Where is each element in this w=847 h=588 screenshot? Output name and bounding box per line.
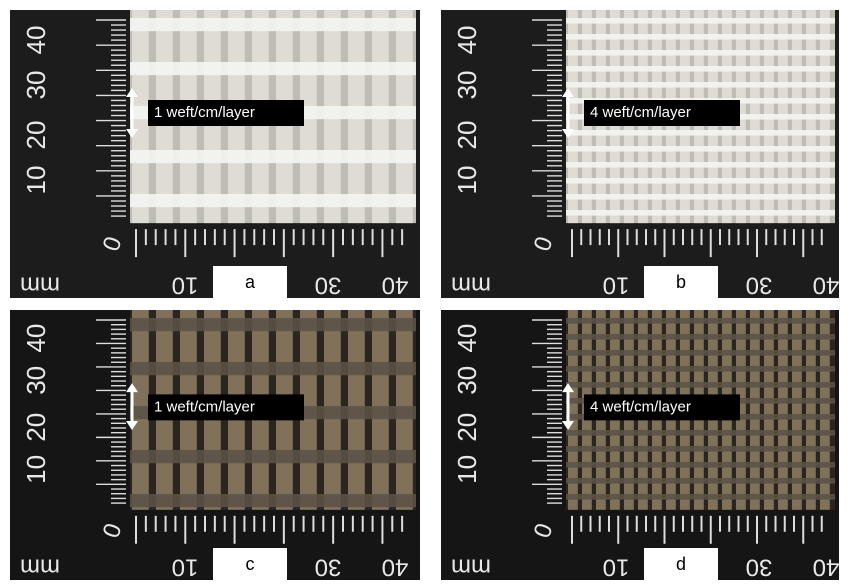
scale-label: 30 — [21, 71, 51, 100]
scale-label: 40 — [813, 272, 840, 299]
scale-label: 40 — [21, 26, 51, 55]
weft-strand — [130, 494, 416, 507]
scale-label: 10 — [603, 554, 630, 581]
weft-strand — [566, 18, 835, 24]
scale-label: mm — [451, 272, 491, 299]
scale-label: 10 — [172, 272, 199, 299]
scale-label: mm — [20, 272, 60, 299]
scale-label: 10 — [452, 455, 482, 484]
weft-strand — [130, 62, 416, 75]
weft-strand — [130, 318, 416, 331]
weft-strand — [130, 194, 416, 207]
scale-label: 20 — [21, 121, 51, 150]
weft-strand — [566, 210, 835, 216]
scale-label: 30 — [315, 554, 342, 581]
annotation: 4 weft/cm/layer — [590, 104, 691, 121]
weft-strand — [566, 82, 835, 88]
scale-label: 30 — [21, 366, 51, 395]
panel-letter: d — [676, 554, 686, 574]
weft-strand — [566, 318, 835, 324]
annotation: 1 weft/cm/layer — [154, 104, 255, 121]
weft-strand — [566, 366, 835, 372]
scale-label: 30 — [452, 71, 482, 100]
weft-strand — [566, 146, 835, 152]
scale-label: 30 — [746, 554, 773, 581]
weft-strand — [566, 430, 835, 436]
scale-label: 30 — [452, 366, 482, 395]
weft-strand — [130, 18, 416, 31]
weft-strand — [566, 162, 835, 168]
panel-letter: a — [245, 272, 256, 292]
weft-strand — [566, 494, 835, 500]
annotation: 1 weft/cm/layer — [154, 398, 255, 415]
weft-strand — [566, 446, 835, 452]
scale-label: 40 — [382, 272, 409, 299]
weft-strand — [566, 130, 835, 136]
weft-strand — [566, 334, 835, 340]
panel-letter: b — [676, 272, 686, 292]
weft-strand — [130, 362, 416, 375]
scale-label: 20 — [452, 413, 482, 442]
scale-label: 10 — [172, 554, 199, 581]
annotation: 4 weft/cm/layer — [590, 398, 691, 415]
scale-label: 30 — [315, 272, 342, 299]
scale-label: mm — [451, 554, 491, 581]
weft-strand — [566, 178, 835, 184]
weft-strand — [566, 66, 835, 72]
weft-strand — [566, 478, 835, 484]
scale-label: 40 — [21, 324, 51, 353]
weft-strand — [130, 150, 416, 163]
weft-strand — [566, 350, 835, 356]
scale-label: 10 — [21, 166, 51, 195]
weft-strand — [566, 34, 835, 40]
weft-strand — [566, 462, 835, 468]
panel-letter: c — [246, 554, 255, 574]
scale-label: 10 — [452, 166, 482, 195]
scale-label: 20 — [21, 413, 51, 442]
scale-label: 20 — [452, 121, 482, 150]
scale-label: 40 — [382, 554, 409, 581]
weft-strand — [130, 450, 416, 463]
scale-label: mm — [20, 554, 60, 581]
weft-strand — [566, 382, 835, 388]
scale-label: 40 — [452, 26, 482, 55]
scale-label: 10 — [603, 272, 630, 299]
scale-label: 30 — [746, 272, 773, 299]
weft-strand — [566, 50, 835, 56]
weft-strand — [566, 194, 835, 200]
scale-label: 10 — [21, 455, 51, 484]
scale-label: 40 — [452, 324, 482, 353]
figure: 403020100mm1030401 weft/cm/layera4030201… — [0, 0, 847, 588]
scale-label: 40 — [813, 554, 840, 581]
